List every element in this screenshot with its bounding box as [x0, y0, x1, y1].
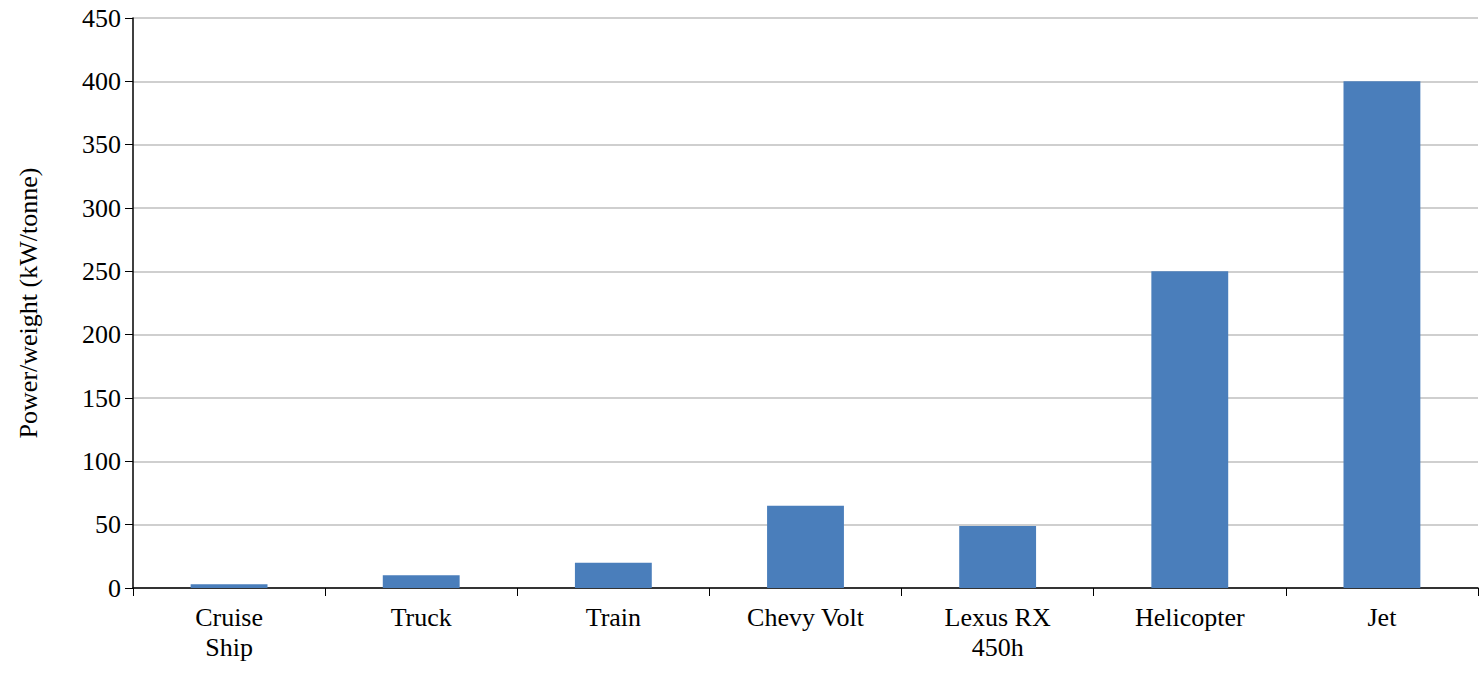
svg-text:400: 400	[82, 67, 121, 96]
svg-text:150: 150	[82, 384, 121, 413]
svg-text:Power/weight (kW/tonne): Power/weight (kW/tonne)	[14, 168, 43, 439]
svg-text:Helicopter: Helicopter	[1135, 603, 1245, 632]
svg-text:250: 250	[82, 257, 121, 286]
svg-text:450h: 450h	[972, 633, 1024, 662]
svg-text:300: 300	[82, 194, 121, 223]
svg-text:450: 450	[82, 4, 121, 33]
svg-text:Train: Train	[586, 603, 641, 632]
svg-text:Lexus RX: Lexus RX	[945, 603, 1051, 632]
svg-text:Jet: Jet	[1367, 603, 1397, 632]
svg-text:Cruise: Cruise	[195, 603, 263, 632]
svg-text:50: 50	[95, 510, 121, 539]
svg-text:Ship: Ship	[205, 633, 253, 662]
svg-text:Chevy Volt: Chevy Volt	[747, 603, 865, 632]
svg-text:0: 0	[108, 574, 121, 603]
svg-text:350: 350	[82, 130, 121, 159]
svg-text:Truck: Truck	[391, 603, 452, 632]
svg-text:200: 200	[82, 320, 121, 349]
svg-text:100: 100	[82, 447, 121, 476]
